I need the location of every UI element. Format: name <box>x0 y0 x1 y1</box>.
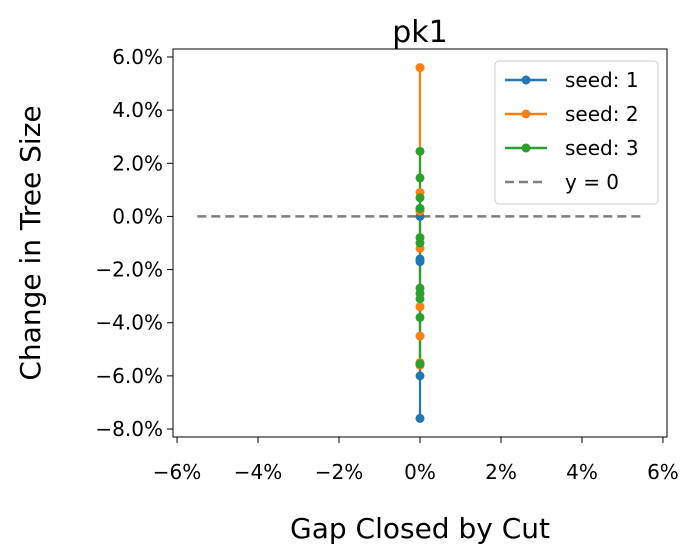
y-tick-label: −6.0% <box>95 364 163 388</box>
legend-marker <box>521 75 531 85</box>
x-tick-label: −4% <box>234 460 283 484</box>
data-point-seed-3 <box>415 173 425 183</box>
legend-label: seed: 2 <box>565 102 639 126</box>
x-axis-label: Gap Closed by Cut <box>290 512 550 545</box>
y-tick-label: 2.0% <box>112 151 163 175</box>
x-tick-label: 0% <box>404 460 436 484</box>
y-tick-label: −4.0% <box>95 311 163 335</box>
data-point-seed-2 <box>415 63 425 73</box>
x-tick-label: −6% <box>153 460 202 484</box>
legend: seed: 1 seed: 2 seed: 3 y = 0 <box>494 60 659 205</box>
data-point-seed-1 <box>415 371 425 381</box>
data-point-seed-2 <box>415 331 425 341</box>
data-point-seed-3 <box>415 359 425 369</box>
data-point-seed-3 <box>415 193 425 203</box>
y-tick-label: 0.0% <box>112 204 163 228</box>
x-axis: −6% −4% −2% 0% 2% 4% 6% <box>153 437 679 484</box>
legend-label: seed: 3 <box>565 136 639 160</box>
data-point-seed-3 <box>415 294 425 304</box>
legend-marker <box>521 109 531 119</box>
data-point-seed-3 <box>415 146 425 156</box>
y-tick-label: −2.0% <box>95 258 163 282</box>
legend-marker <box>521 143 531 153</box>
legend-box <box>494 60 659 205</box>
data-point-seed-3 <box>415 312 425 322</box>
y-tick-label: −8.0% <box>95 417 163 441</box>
data-point-seed-1 <box>415 257 425 267</box>
data-point-seed-1 <box>415 413 425 423</box>
x-tick-label: 6% <box>647 460 679 484</box>
plot-area <box>197 63 643 423</box>
x-tick-label: −2% <box>315 460 364 484</box>
legend-label: y = 0 <box>565 170 619 194</box>
data-point-seed-3 <box>415 238 425 248</box>
y-tick-label: 6.0% <box>112 45 163 69</box>
y-tick-label: 4.0% <box>112 98 163 122</box>
chart-title: pk1 <box>392 15 448 50</box>
y-axis-label: Change in Tree Size <box>14 105 47 380</box>
data-point-seed-2 <box>415 302 425 312</box>
y-axis: 6.0% 4.0% 2.0% 0.0% −2.0% −4.0% −6.0% −8.0% <box>95 45 173 441</box>
x-tick-label: 4% <box>566 460 598 484</box>
legend-label: seed: 1 <box>565 68 639 92</box>
data-point-seed-3 <box>415 203 425 213</box>
x-tick-label: 2% <box>485 460 517 484</box>
